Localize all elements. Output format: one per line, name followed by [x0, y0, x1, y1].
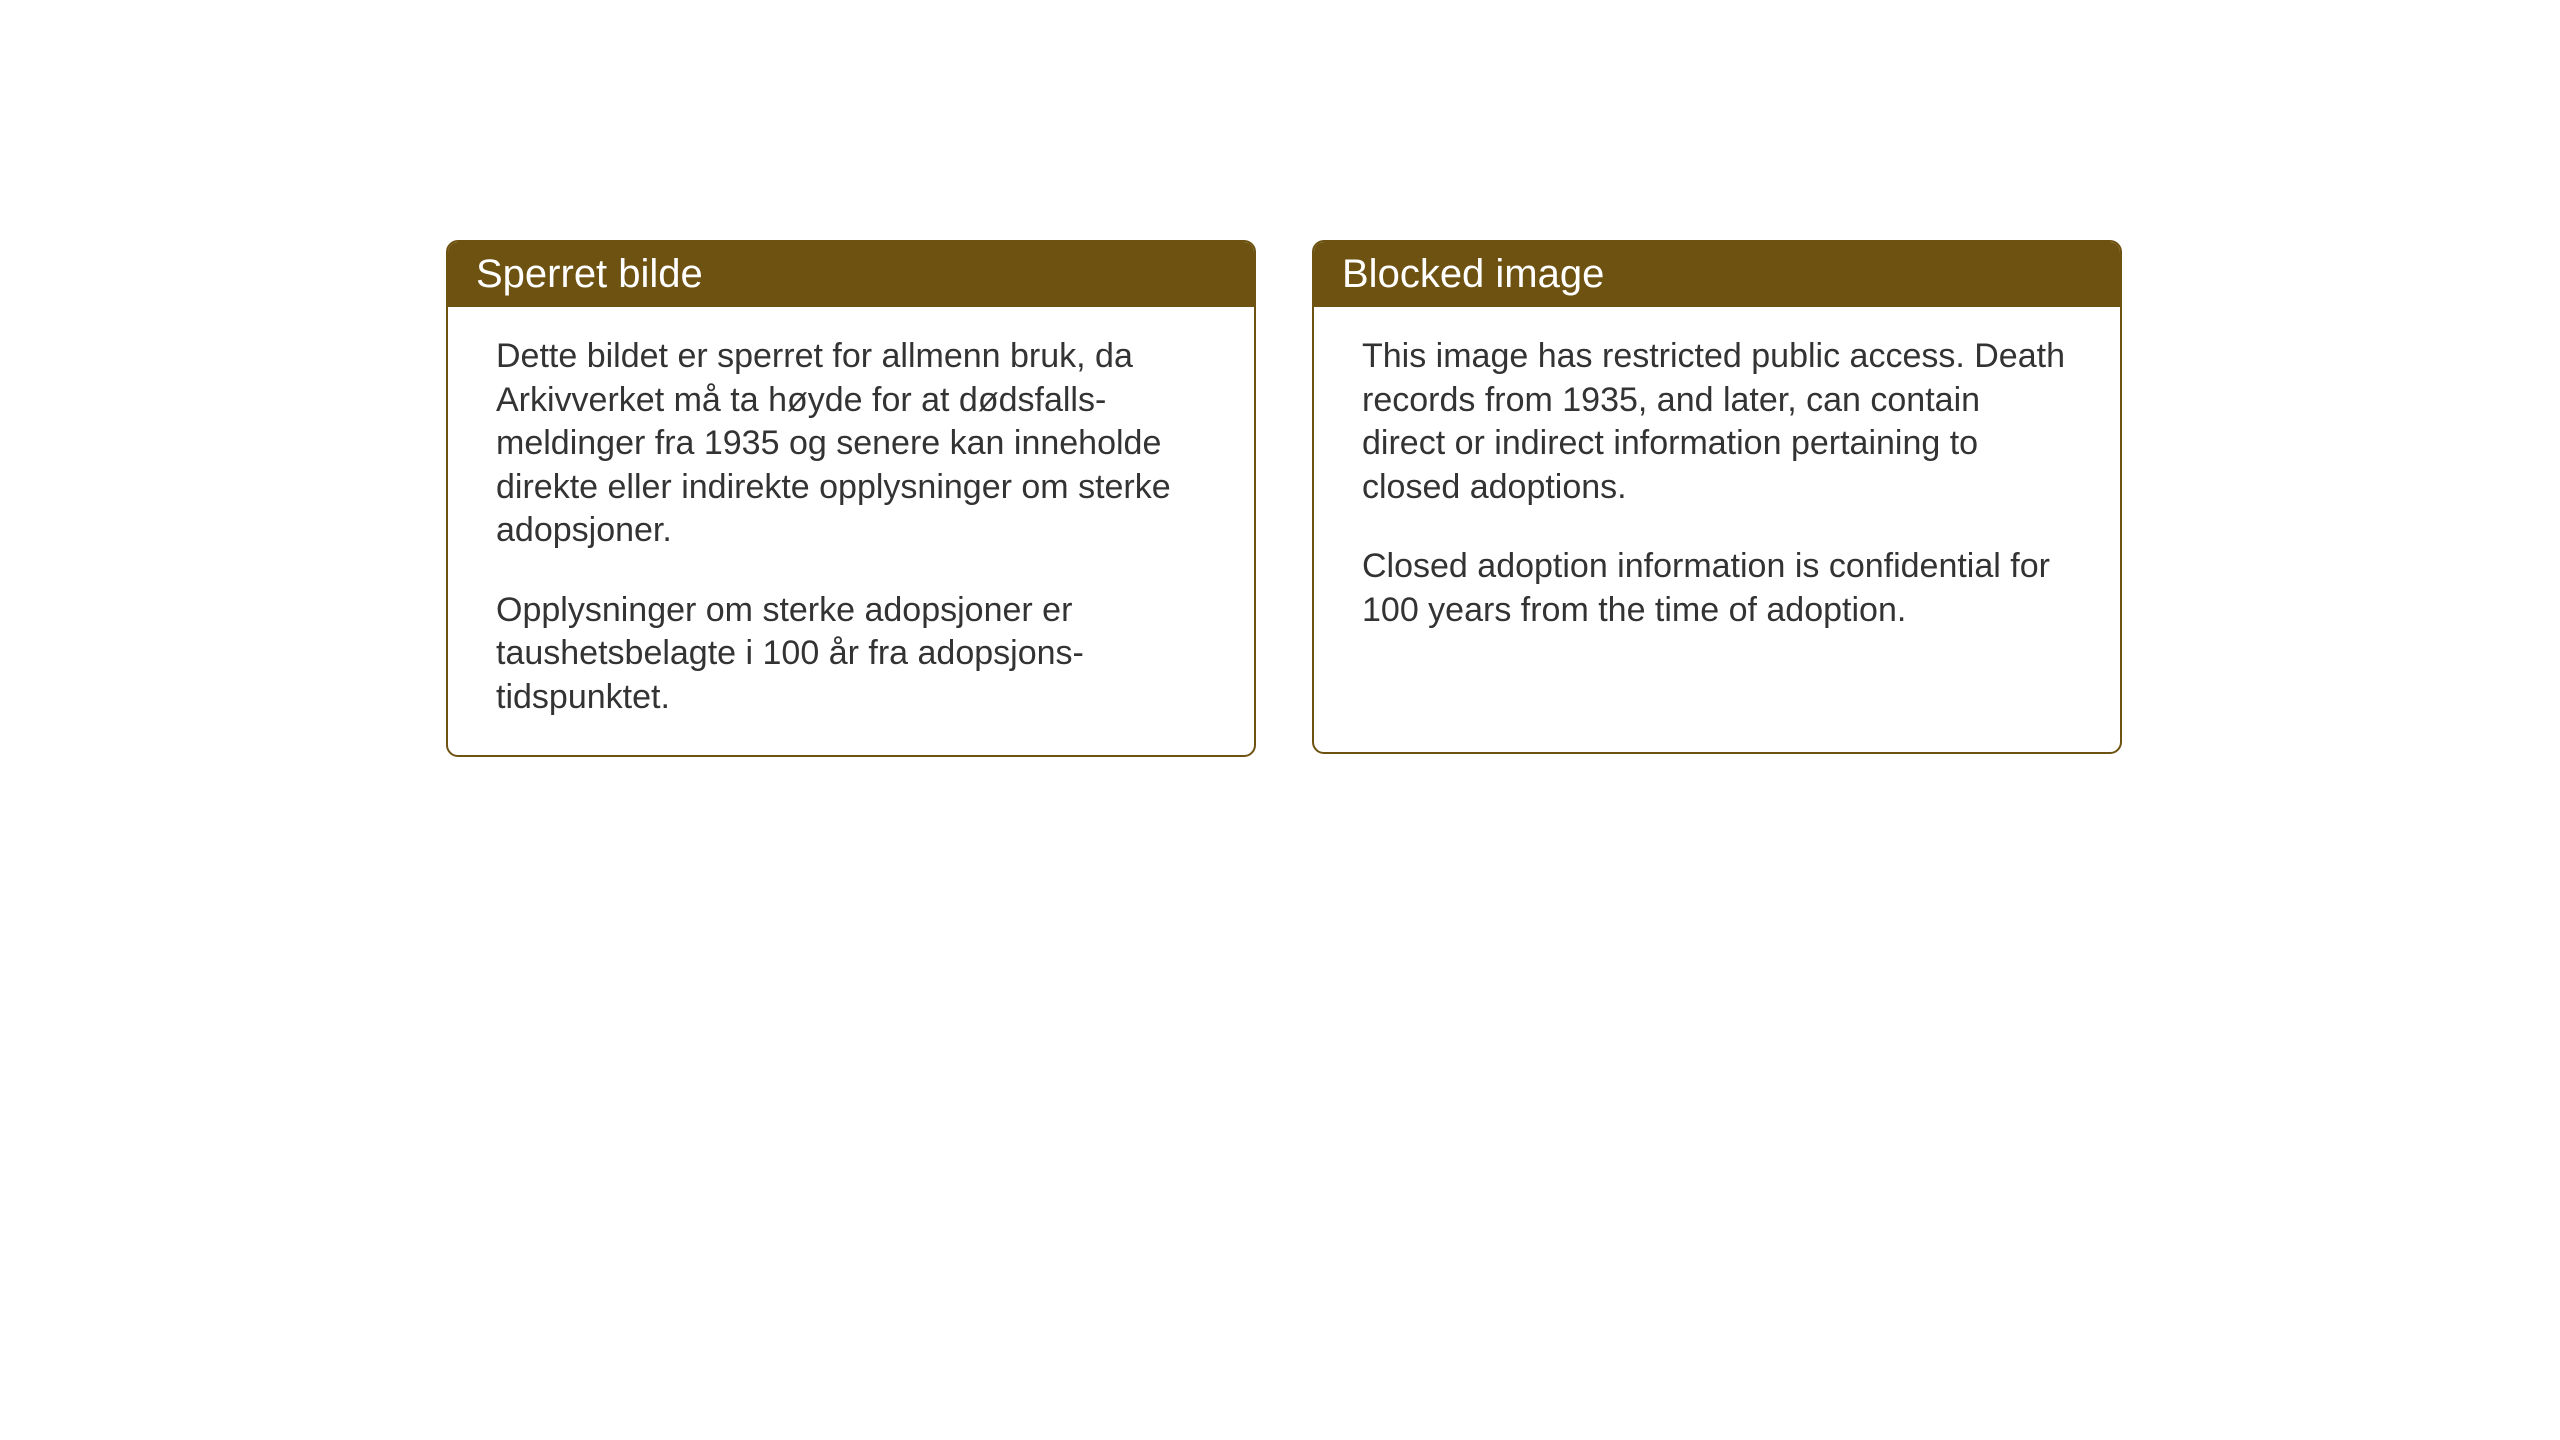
norwegian-paragraph-2: Opplysninger om sterke adopsjoner er tau… — [496, 589, 1206, 720]
norwegian-card-body: Dette bildet er sperret for allmenn bruk… — [448, 307, 1254, 755]
notice-container: Sperret bilde Dette bildet er sperret fo… — [446, 240, 2122, 757]
english-paragraph-1: This image has restricted public access.… — [1362, 335, 2072, 509]
english-card-title: Blocked image — [1342, 252, 1604, 296]
english-paragraph-2: Closed adoption information is confident… — [1362, 545, 2072, 632]
english-card-header: Blocked image — [1314, 242, 2120, 307]
norwegian-paragraph-1: Dette bildet er sperret for allmenn bruk… — [496, 335, 1206, 553]
english-card-body: This image has restricted public access.… — [1314, 307, 2120, 668]
norwegian-card-header: Sperret bilde — [448, 242, 1254, 307]
norwegian-card-title: Sperret bilde — [476, 252, 703, 296]
norwegian-notice-card: Sperret bilde Dette bildet er sperret fo… — [446, 240, 1256, 757]
english-notice-card: Blocked image This image has restricted … — [1312, 240, 2122, 754]
